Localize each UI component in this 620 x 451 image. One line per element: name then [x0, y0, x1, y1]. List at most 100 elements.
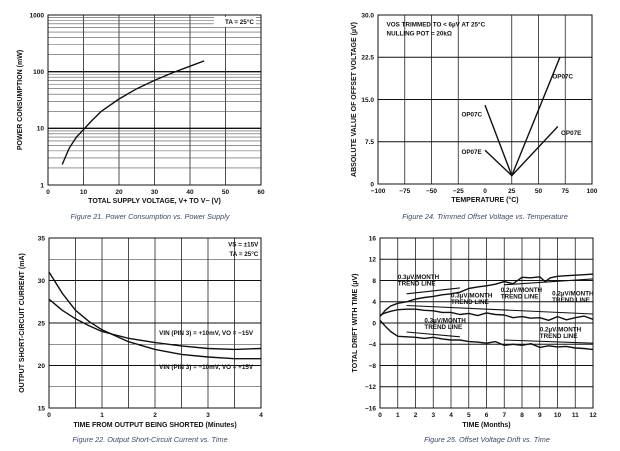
- x-tick-label: 50: [535, 188, 543, 195]
- y-tick-label: 16: [369, 235, 377, 242]
- y-tick-label: 35: [38, 235, 46, 242]
- x-tick-label: 4: [259, 412, 263, 419]
- x-tick-label: 12: [589, 412, 597, 419]
- x-tick-label: 0: [47, 412, 51, 419]
- annotation: TREND LINE: [501, 294, 539, 301]
- x-tick-label: 75: [562, 188, 570, 195]
- y-axis-label: ABSOLUTE VALUE OF OFFSET VOLTAGE (µV): [351, 22, 358, 177]
- y-tick-label: 20: [38, 363, 46, 370]
- series-line-power-consumption: [61, 60, 205, 165]
- x-tick-label: 0: [378, 412, 382, 419]
- x-tick-label: 0: [483, 188, 487, 195]
- figure-caption: Figure 24. Trimmed Offset Voltage vs. Te…: [402, 212, 568, 221]
- x-tick-label: 11: [572, 412, 579, 419]
- y-tick-label: −16: [365, 405, 376, 412]
- annotation: TREND LINE: [540, 333, 578, 340]
- x-tick-label: 0: [46, 189, 50, 196]
- annotation: TREND LINE: [424, 324, 462, 331]
- x-tick-label: 3: [206, 412, 210, 419]
- plot-frame: [48, 237, 262, 409]
- series-line-op07c: [484, 57, 561, 177]
- figure-caption: Figure 22. Output Short-Circuit Current …: [72, 435, 227, 444]
- x-tick-label: 40: [186, 189, 194, 196]
- series-line-trend-0.3-lower: [406, 331, 460, 338]
- y-tick-label: 1: [40, 182, 44, 189]
- series-line-trend-0.3-middle: [406, 304, 594, 315]
- chart-1: 0 10 20 30 40 50 60 1 10 100 1000 TOTAL SUPPLY VOLT…: [17, 12, 265, 221]
- x-tick-label: 9: [538, 412, 542, 419]
- x-axis-label: TOTAL SUPPLY VOLTAGE, V+ TO V− (V): [88, 198, 221, 205]
- chart-2: −100 −75 −50 −25 0 25 50 75 100 0 7.5 15.0 22.5 30.0 T…: [351, 12, 598, 221]
- series-line-trend-0.2-lower: [504, 339, 594, 344]
- x-tick-label: 60: [257, 189, 265, 196]
- y-tick-label: 7.5: [365, 139, 374, 146]
- y-tick-label: 25: [38, 320, 46, 327]
- annotation: VS = ±15V: [228, 242, 259, 249]
- y-tick-label: 22.5: [361, 55, 374, 62]
- series-line-op07e: [484, 126, 559, 177]
- x-tick-label: −50: [426, 188, 437, 195]
- y-tick-label: −8: [369, 363, 377, 370]
- annotation: 0.2µV/MONTH: [540, 327, 582, 334]
- x-tick-label: 30: [151, 189, 159, 196]
- y-tick-label: 0: [370, 181, 374, 188]
- annotation: OP07E: [461, 149, 481, 156]
- annotation: TREND LINE: [398, 280, 436, 287]
- annotation: 0.2µV/MONTH: [552, 290, 594, 297]
- series-line-vin-10mv-vo-15v: [48, 298, 262, 351]
- x-tick-label: 8: [520, 412, 524, 419]
- y-tick-label: 100: [33, 69, 44, 76]
- x-tick-label: 10: [554, 412, 562, 419]
- y-tick-label: 1000: [30, 12, 45, 19]
- annotation: OP07C: [552, 74, 573, 81]
- series-line-trend-0.3-upper: [406, 287, 460, 295]
- y-tick-label: 15.0: [361, 97, 374, 104]
- plot-frame: [377, 14, 593, 185]
- annotation: VIN (PIN 3) = +10mV, VO = −15V: [159, 330, 254, 337]
- annotation: 0.2µV/MONTH: [501, 287, 543, 294]
- x-tick-label: 6: [485, 412, 489, 419]
- x-tick-label: 20: [115, 189, 123, 196]
- series-line-unit-3: [379, 319, 594, 351]
- annotation: TA = 25°C: [225, 18, 254, 26]
- annotation: VIN (PIN 3) = −10mV, VO = +15V: [159, 364, 254, 371]
- annotation: 0.3µV/MONTH: [424, 317, 466, 324]
- y-tick-label: 0: [372, 320, 376, 327]
- x-tick-label: 2: [153, 412, 157, 419]
- figure-caption: Figure 21. Power Consumption vs. Power S…: [71, 212, 231, 221]
- x-tick-label: 10: [80, 189, 88, 196]
- annotation: NULLING POT = 20kΩ: [387, 30, 452, 37]
- x-tick-label: 1: [396, 412, 400, 419]
- x-tick-label: 7: [502, 412, 506, 419]
- annotation-box: [213, 16, 256, 27]
- y-axis-label: OUTPUT SHORT-CIRCUIT CURRENT (mA): [19, 253, 26, 393]
- y-tick-label: 8: [372, 278, 376, 285]
- annotation: TREND LINE: [451, 299, 489, 306]
- x-tick-label: −75: [399, 188, 410, 195]
- x-axis-label: TIME (Months): [462, 422, 510, 429]
- y-tick-label: −12: [365, 384, 376, 391]
- annotation: 0.3µV/MONTH: [398, 274, 440, 281]
- x-tick-label: −100: [371, 188, 386, 195]
- x-axis-label: TIME FROM OUTPUT BEING SHORTED (Minutes): [73, 422, 236, 429]
- y-tick-label: 12: [369, 257, 377, 264]
- annotation: VOS TRIMMED TO < 6µV AT 25°C: [387, 20, 486, 28]
- y-tick-label: 10: [37, 126, 45, 133]
- series-line-unit-1: [379, 273, 594, 318]
- annotation: OP07C: [461, 111, 482, 118]
- y-axis-label: TOTAL DRIFT WITH TIME (µV): [352, 274, 359, 373]
- series-line-vin-10mv-vo-15v: [48, 271, 261, 360]
- y-tick-label: 4: [372, 299, 376, 306]
- x-tick-label: 100: [587, 188, 598, 195]
- y-tick-label: 15: [38, 405, 46, 412]
- figure-caption: Figure 25. Offset Voltage Drift vs. Time: [424, 435, 550, 444]
- x-tick-label: 25: [508, 188, 516, 195]
- y-tick-label: −4: [369, 342, 377, 349]
- x-tick-label: 1: [100, 412, 104, 419]
- series-line-unit-2: [379, 308, 594, 321]
- x-axis-label: TEMPERATURE (°C): [451, 196, 518, 204]
- annotation: TREND LINE: [552, 297, 590, 304]
- x-tick-label: −25: [453, 188, 464, 195]
